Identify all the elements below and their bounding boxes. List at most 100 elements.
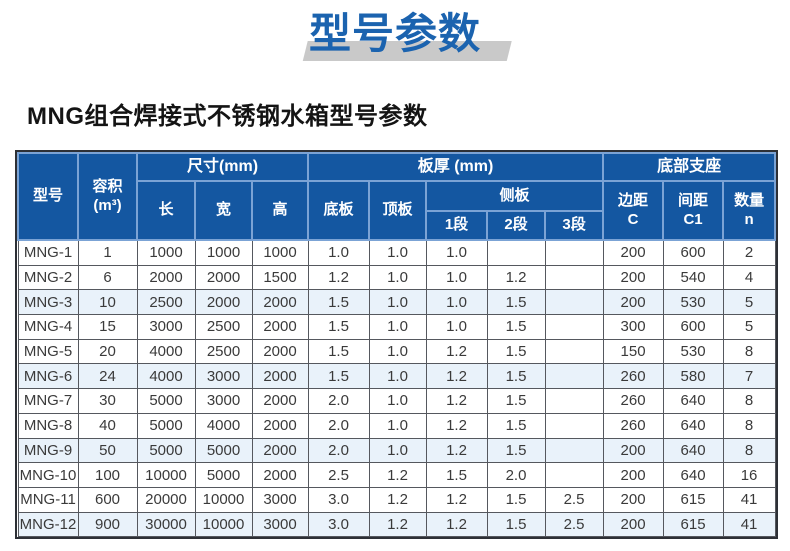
table-cell: 2000 xyxy=(251,338,309,365)
table-cell: 1 xyxy=(77,238,138,266)
table-row: MNG-3 10 2500 2000 2000 1.5 1.0 1.0 1.5 200 530 5 xyxy=(17,289,776,316)
table-cell: 20000 xyxy=(136,486,196,513)
table-row: MNG-4 15 3000 2500 2000 1.5 1.0 1.0 1.5 300 600 5 xyxy=(17,314,776,340)
table-cell: 1.0 xyxy=(307,238,370,266)
table-cell: 8 xyxy=(722,388,776,414)
table-cell: 2000 xyxy=(251,314,309,340)
table-cell: 1.5 xyxy=(486,338,546,365)
table-cell: 640 xyxy=(662,437,724,464)
table-cell: MNG-8 xyxy=(17,412,79,439)
table-cell: 530 xyxy=(662,289,724,316)
table-cell: 1.2 xyxy=(368,486,427,513)
table-cell: 4000 xyxy=(194,412,253,439)
table-cell: 2000 xyxy=(194,264,253,291)
table-cell: 24 xyxy=(77,363,138,390)
table-cell: MNG-9 xyxy=(17,437,79,464)
table-cell: 2500 xyxy=(136,289,196,316)
header-row-groups: 型号 容积 (m³) 尺寸(mm) 板厚 (mm) 底部支座 xyxy=(17,152,777,241)
table-cell: 1.5 xyxy=(307,338,370,365)
table-cell: 530 xyxy=(662,338,724,365)
table-cell: 580 xyxy=(662,363,724,390)
table-cell: 2500 xyxy=(194,338,253,365)
table-cell: 2000 xyxy=(136,264,196,291)
table-row: MNG-7 30 5000 3000 2000 2.0 1.0 1.2 1.5 260 640 8 xyxy=(17,388,776,414)
table-cell: 100 xyxy=(77,462,138,488)
table-cell xyxy=(544,363,604,390)
table-cell: 7 xyxy=(722,363,776,390)
table-cell: 1.5 xyxy=(307,363,370,390)
table-cell: 3000 xyxy=(194,388,253,414)
table-cell: MNG-2 xyxy=(17,264,79,291)
table-cell: 2000 xyxy=(194,289,253,316)
table-cell: 2000 xyxy=(251,462,309,488)
table-cell xyxy=(544,238,604,266)
table-cell: 1.0 xyxy=(368,264,427,291)
table-cell: 3000 xyxy=(251,511,309,538)
table-cell: MNG-7 xyxy=(17,388,79,414)
table-row: MNG-11 600 20000 10000 3000 3.0 1.2 1.2 1.5 2.5 20… xyxy=(17,486,776,513)
table-cell: 2.0 xyxy=(307,437,370,464)
table-cell: 1.5 xyxy=(486,486,546,513)
table-cell: 2.5 xyxy=(544,511,604,538)
table-cell: 1.0 xyxy=(425,314,488,340)
col-header-width: 宽 xyxy=(194,180,253,241)
col-header-seg3: 3段 xyxy=(543,210,605,241)
table-cell: 1.2 xyxy=(368,511,427,538)
table-cell: 2000 xyxy=(251,388,309,414)
table-cell: 41 xyxy=(722,486,776,513)
table-cell: 2.5 xyxy=(307,462,370,488)
table-cell xyxy=(544,437,604,464)
table-cell: 2 xyxy=(722,238,776,266)
table-cell: 8 xyxy=(722,338,776,365)
table-cell: 4 xyxy=(722,264,776,291)
table-cell: 10000 xyxy=(136,462,196,488)
table-cell: 10000 xyxy=(194,511,253,538)
table-cell: 3.0 xyxy=(307,511,370,538)
spec-table: 型号 容积 (m³) 尺寸(mm) 板厚 (mm) 底部支座 长 宽 高 底板 … xyxy=(17,152,777,538)
table-cell: 1000 xyxy=(251,238,309,266)
table-cell: 1.5 xyxy=(486,314,546,340)
table-cell: 1.0 xyxy=(368,363,427,390)
table-cell: 4000 xyxy=(136,338,196,365)
col-header-top-plate: 顶板 xyxy=(368,180,427,241)
table-cell: 200 xyxy=(602,511,664,538)
table-cell: 1.2 xyxy=(307,264,370,291)
table-cell: 2500 xyxy=(194,314,253,340)
table-cell: MNG-11 xyxy=(17,486,79,513)
table-cell: 5000 xyxy=(194,437,253,464)
table-cell: 200 xyxy=(602,264,664,291)
table-cell xyxy=(544,462,604,488)
table-cell: 260 xyxy=(602,363,664,390)
header-row-sub2: 1段 2段 3段 xyxy=(18,210,775,241)
table-cell: MNG-4 xyxy=(17,314,79,340)
table-cell: 1.2 xyxy=(486,264,546,291)
table-cell: 1.2 xyxy=(425,388,488,414)
table-row: MNG-12 900 30000 10000 3000 3.0 1.2 1.2 1.5 2.5 20… xyxy=(17,511,776,538)
table-cell: 1.5 xyxy=(486,437,546,464)
table-cell: MNG-3 xyxy=(17,289,79,316)
table-cell: 1.2 xyxy=(425,412,488,439)
table-cell: 30000 xyxy=(136,511,196,538)
table-cell xyxy=(544,264,604,291)
header-row-sub1: 长 宽 高 底板 顶板 侧板 边距 C 间距 C1 数量 n xyxy=(18,180,777,241)
col-header-length: 长 xyxy=(136,180,196,241)
table-cell: 1.0 xyxy=(425,238,488,266)
table-cell: 2.5 xyxy=(544,486,604,513)
table-cell: 640 xyxy=(662,388,724,414)
table-cell: 200 xyxy=(602,486,664,513)
table-cell: 600 xyxy=(77,486,138,513)
table-cell: 1.0 xyxy=(425,289,488,316)
table-cell: 50 xyxy=(77,437,138,464)
col-group-side-plate: 侧板 xyxy=(424,180,605,212)
table-cell: MNG-10 xyxy=(17,462,79,488)
table-cell: 640 xyxy=(662,412,724,439)
page-title: 型号参数 xyxy=(308,10,481,57)
table-cell: 1000 xyxy=(136,238,196,266)
table-cell xyxy=(544,314,604,340)
table-cell: 260 xyxy=(602,388,664,414)
table-cell: 8 xyxy=(722,412,776,439)
table-cell: 5000 xyxy=(136,388,196,414)
table-cell: 1.0 xyxy=(368,289,427,316)
col-header-qty-n: 数量 n xyxy=(722,180,777,241)
